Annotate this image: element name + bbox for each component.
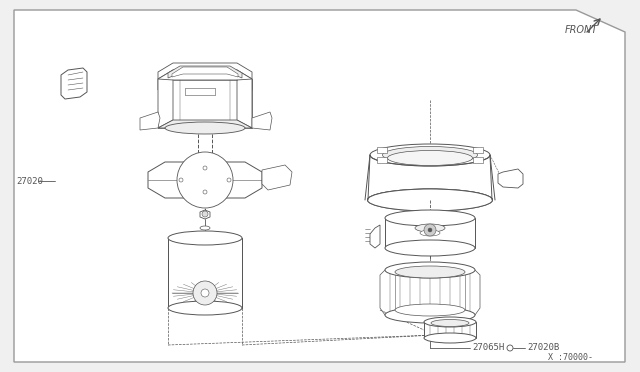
Ellipse shape — [424, 317, 476, 327]
Circle shape — [201, 289, 209, 297]
Polygon shape — [200, 210, 210, 219]
Polygon shape — [424, 322, 476, 338]
Circle shape — [193, 281, 217, 305]
Polygon shape — [380, 270, 480, 315]
Polygon shape — [370, 225, 380, 248]
Ellipse shape — [200, 226, 210, 230]
Circle shape — [227, 178, 231, 182]
Circle shape — [203, 190, 207, 194]
Ellipse shape — [420, 230, 440, 236]
Circle shape — [177, 152, 233, 208]
Polygon shape — [158, 63, 252, 79]
Circle shape — [203, 166, 207, 170]
Ellipse shape — [168, 301, 242, 315]
Ellipse shape — [385, 307, 475, 323]
Polygon shape — [148, 162, 262, 198]
Polygon shape — [168, 238, 242, 308]
Polygon shape — [158, 79, 252, 128]
Polygon shape — [237, 79, 252, 128]
Ellipse shape — [424, 333, 476, 343]
Text: X :70000-: X :70000- — [548, 353, 593, 362]
Ellipse shape — [385, 262, 475, 278]
Ellipse shape — [395, 266, 465, 278]
Ellipse shape — [367, 189, 493, 211]
Polygon shape — [262, 165, 292, 190]
Polygon shape — [140, 112, 160, 130]
Circle shape — [507, 345, 513, 351]
Ellipse shape — [370, 144, 490, 166]
Circle shape — [202, 211, 208, 217]
Ellipse shape — [168, 231, 242, 245]
Text: 27020B: 27020B — [527, 343, 559, 353]
Ellipse shape — [431, 320, 469, 327]
Text: FRONT: FRONT — [565, 25, 598, 35]
Polygon shape — [158, 120, 252, 128]
Circle shape — [424, 224, 436, 236]
Polygon shape — [168, 66, 242, 78]
Polygon shape — [158, 79, 173, 128]
Ellipse shape — [387, 151, 472, 166]
Polygon shape — [61, 68, 87, 99]
Ellipse shape — [165, 122, 245, 134]
Polygon shape — [172, 67, 238, 77]
Ellipse shape — [395, 304, 465, 316]
Ellipse shape — [367, 189, 493, 211]
Ellipse shape — [385, 240, 475, 256]
Polygon shape — [378, 147, 387, 153]
Polygon shape — [472, 147, 483, 153]
Text: 27020: 27020 — [16, 176, 43, 186]
Polygon shape — [252, 112, 272, 130]
Circle shape — [179, 178, 183, 182]
Polygon shape — [378, 157, 387, 163]
Polygon shape — [158, 70, 252, 90]
Polygon shape — [498, 169, 523, 188]
Ellipse shape — [385, 210, 475, 226]
Polygon shape — [14, 10, 625, 362]
Text: 27065H: 27065H — [472, 343, 504, 353]
Polygon shape — [365, 155, 370, 200]
Ellipse shape — [383, 147, 477, 164]
Circle shape — [428, 228, 432, 232]
Polygon shape — [472, 157, 483, 163]
Ellipse shape — [415, 224, 445, 232]
